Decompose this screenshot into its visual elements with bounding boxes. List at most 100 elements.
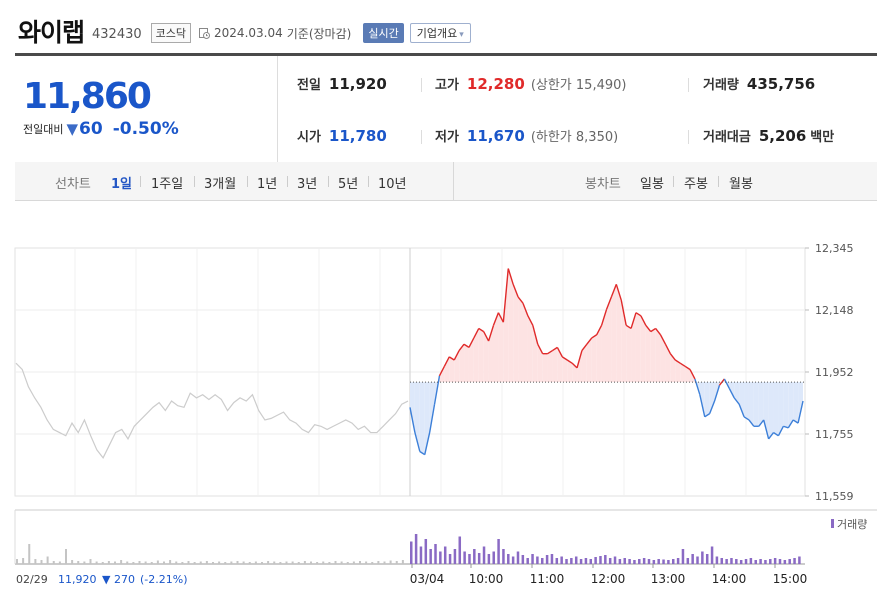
current-price: 11,860 <box>23 76 152 117</box>
company-overview-button[interactable]: 기업개요 ▾ <box>409 23 471 43</box>
tab-10-years[interactable]: 10년 <box>378 177 407 192</box>
tab-1-day[interactable]: 1일 <box>111 177 133 192</box>
volume-bar <box>511 556 515 564</box>
volume-bar <box>434 544 437 564</box>
quote-date-status: 기준(장마감) <box>286 26 352 41</box>
open-cell: 시가 11,780 <box>297 126 387 145</box>
y-tick-label: 11,952 <box>815 366 854 379</box>
volume-bar <box>715 556 719 564</box>
volume-bar <box>448 554 452 564</box>
volume-bar <box>163 561 165 564</box>
intraday-price-chart[interactable]: 12,345 12,148 11,952 11,755 11,559 거래량 03/04… <box>0 200 877 606</box>
volume-bar <box>696 556 699 564</box>
price-segment <box>655 328 662 336</box>
fill-segment <box>719 378 725 386</box>
volume-bar <box>205 561 208 564</box>
volume-bar <box>395 561 398 564</box>
volume-bar <box>261 562 263 564</box>
tab-3-months[interactable]: 3개월 <box>204 177 237 192</box>
volume-bar <box>550 554 554 564</box>
volume-bar <box>89 559 92 564</box>
fill-segment <box>577 350 582 383</box>
tab-daily-candle[interactable]: 일봉 <box>640 177 664 192</box>
volume-bar <box>584 558 588 564</box>
price-change-row: 전일대비 ▼ 60 -0.50% <box>23 119 179 139</box>
price-segment <box>463 343 470 348</box>
fill-segment <box>473 328 479 383</box>
volume-bar <box>589 559 593 564</box>
volume-bar <box>759 559 762 564</box>
volume-bar <box>676 558 680 564</box>
stat-divider <box>421 78 422 92</box>
volume-bar <box>788 559 791 564</box>
tab-5-years[interactable]: 5년 <box>338 177 359 192</box>
fill-segment <box>778 382 784 436</box>
price-segment <box>600 309 608 326</box>
previous-day-line <box>15 362 409 459</box>
volume-bar <box>507 554 510 564</box>
volume-bar <box>468 554 471 564</box>
fill-segment <box>493 312 499 383</box>
volume-bar <box>720 558 724 564</box>
volume-bar <box>28 544 31 564</box>
realtime-button[interactable]: 실시간 <box>363 23 404 43</box>
volume-bar <box>365 561 368 564</box>
tab-separator <box>287 176 288 187</box>
volume-bar <box>526 558 529 564</box>
y-tick-label: 12,345 <box>815 242 854 255</box>
chart-period-tabs: 선차트 1일 1주일 3개월 1년 3년 5년 10년 봉차트 일봉 주봉 월봉 <box>15 162 877 201</box>
volume-bar <box>83 561 86 564</box>
high-label: 고가 <box>435 78 459 93</box>
tab-1-week[interactable]: 1주일 <box>151 177 184 192</box>
volume-bar <box>681 549 685 564</box>
volume-bar <box>95 561 98 564</box>
volume-bar <box>560 556 563 564</box>
volume-bar <box>778 559 782 564</box>
fill-segment <box>586 337 592 383</box>
volume-bar <box>458 536 462 564</box>
stock-header: 와이랩 432430 코스닥 2024.03.04 기준(장마감) 실시간 기업… <box>18 14 471 48</box>
fill-segment <box>567 360 573 383</box>
price-segment <box>674 359 681 364</box>
low-value: 11,670 <box>466 127 525 145</box>
price-segment <box>453 350 460 361</box>
fill-segment <box>748 382 754 427</box>
tab-3-years[interactable]: 3년 <box>297 177 318 192</box>
volume-bar <box>652 560 656 564</box>
volume-bar <box>725 559 728 564</box>
price-segment <box>428 404 436 433</box>
volume-bar <box>672 559 675 564</box>
price-segment <box>448 356 455 361</box>
volume-bar <box>144 561 147 564</box>
fill-segment <box>552 347 558 383</box>
price-segment <box>502 268 509 323</box>
price-segment <box>792 419 799 424</box>
tab-monthly-candle[interactable]: 월봉 <box>729 177 753 192</box>
volume-bar <box>769 559 772 564</box>
fill-segment <box>601 309 607 383</box>
volume-bar <box>531 554 534 564</box>
volume-bars: 거래량 <box>14 509 877 565</box>
fill-segment <box>739 382 745 417</box>
volume-bar <box>783 560 787 564</box>
volume-bar <box>570 558 573 564</box>
fill-segment <box>729 382 735 398</box>
volume-bar <box>267 561 270 564</box>
volume-bar <box>502 549 505 564</box>
price-segment <box>571 362 578 369</box>
market-badge: 코스닥 <box>150 23 192 43</box>
volume-bar <box>352 561 355 564</box>
tab-1-year[interactable]: 1년 <box>257 177 278 192</box>
fill-segment <box>596 325 602 383</box>
fill-segment <box>635 312 641 383</box>
fill-segment <box>527 315 533 383</box>
fill-segment <box>419 382 425 455</box>
volume-bar <box>565 559 568 564</box>
price-segment <box>723 378 730 389</box>
volume-bar <box>419 546 423 564</box>
tab-weekly-candle[interactable]: 주봉 <box>684 177 708 192</box>
x-tick-label: 12:00 <box>591 572 626 586</box>
price-segment <box>424 432 431 455</box>
volume-bar <box>749 558 753 564</box>
company-overview-label: 기업개요 <box>416 27 458 40</box>
